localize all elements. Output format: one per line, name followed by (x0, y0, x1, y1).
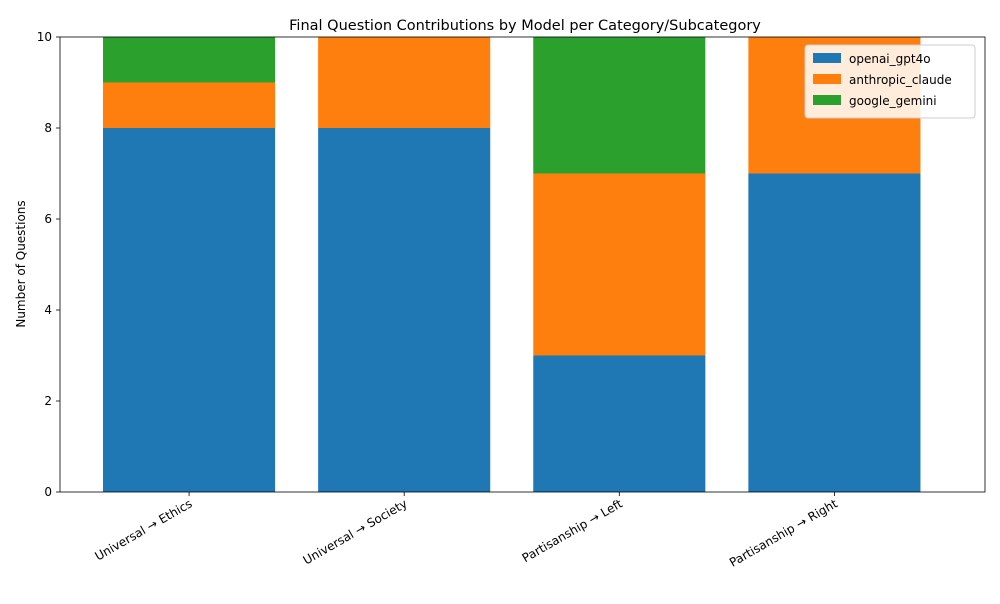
x-tick-label-3: Partisanship → Right (727, 496, 840, 569)
y-tick-label-5: 10 (37, 30, 52, 44)
legend-swatch-openai_gpt4o (813, 53, 841, 63)
legend-box (804, 44, 976, 119)
y-tick-label-3: 6 (44, 212, 52, 226)
bar-openai_gpt4o-1 (318, 128, 491, 492)
y-tick-label-1: 2 (44, 394, 52, 408)
bars-layer (103, 37, 921, 492)
plot-frame (59, 36, 986, 493)
bar-openai_gpt4o-3 (748, 173, 921, 492)
bar-anthropic_claude-0 (103, 82, 276, 128)
legend-label-google_gemini: google_gemini (849, 94, 937, 108)
bar-openai_gpt4o-0 (103, 128, 276, 492)
y-tick-label-0: 0 (44, 485, 52, 499)
bar-openai_gpt4o-2 (533, 355, 706, 492)
legend-label-anthropic_claude: anthropic_claude (849, 73, 952, 87)
legend: openai_gpt4o anthropic_claude google_gemin… (804, 44, 976, 119)
y-tick-label-2: 4 (44, 303, 52, 317)
x-tick-label-2: Partisanship → Left (520, 496, 625, 565)
y-axis-label: Number of Questions (14, 200, 28, 327)
legend-label-openai_gpt4o: openai_gpt4o (849, 52, 931, 66)
bar-google_gemini-2 (533, 37, 706, 174)
chart-title: Final Question Contributions by Model pe… (289, 18, 761, 34)
x-tick-label-0: Universal → Ethics (92, 496, 194, 563)
y-tick-label-4: 8 (44, 121, 52, 135)
bar-anthropic_claude-2 (533, 173, 706, 356)
legend-swatch-anthropic_claude (813, 74, 841, 84)
bar-anthropic_claude-1 (318, 37, 491, 128)
x-tick-label-1: Universal → Society (301, 496, 410, 567)
legend-swatch-google_gemini (813, 95, 841, 105)
bar-google_gemini-0 (103, 37, 276, 83)
